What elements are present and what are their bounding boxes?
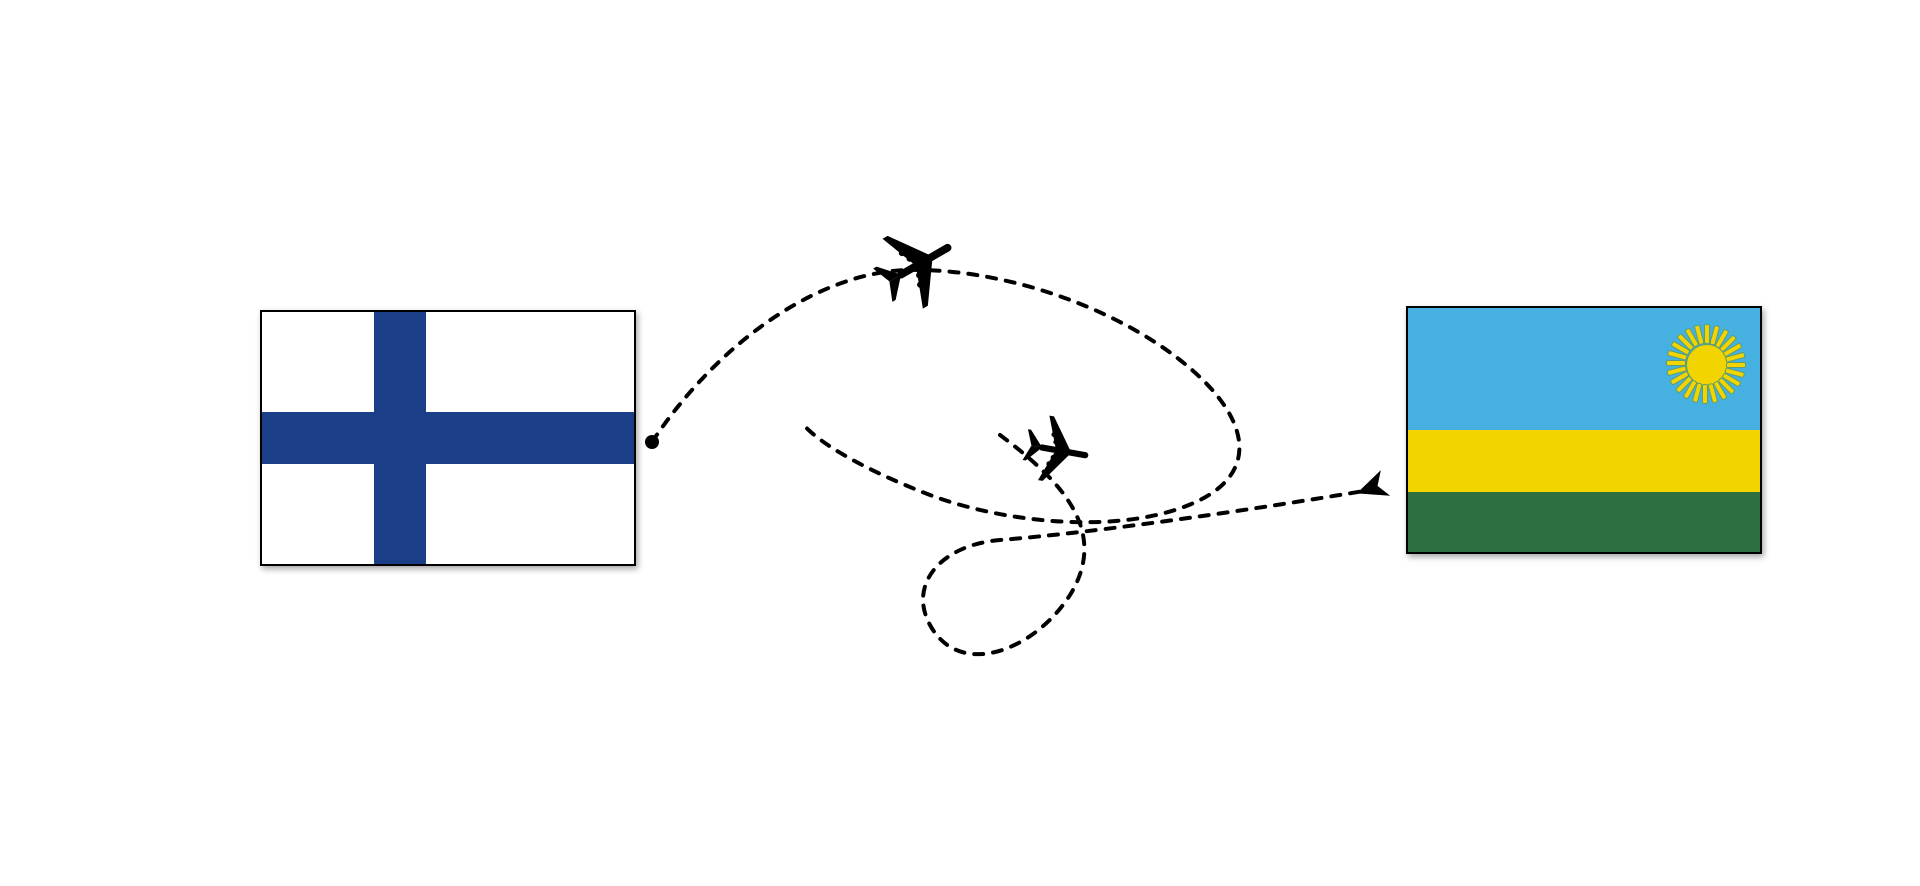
- flag-rwanda: [1406, 306, 1762, 554]
- origin-point-dot: [645, 435, 659, 449]
- rwanda-band-yellow: [1408, 430, 1760, 492]
- rwanda-sun-icon: [1666, 324, 1746, 404]
- flag-finland: [260, 310, 636, 566]
- travel-infographic: [0, 0, 1920, 886]
- airplane-icon: [1011, 405, 1101, 495]
- finland-cross-horizontal: [262, 412, 634, 464]
- rwanda-band-green: [1408, 492, 1760, 552]
